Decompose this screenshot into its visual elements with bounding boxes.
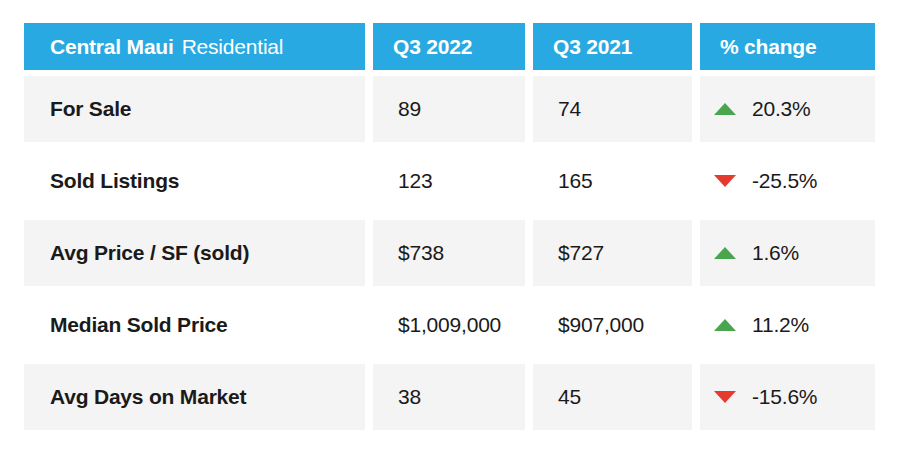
change-cell: -25.5% (700, 148, 875, 214)
value-q3-2021: 165 (533, 148, 692, 214)
trend-down-icon (714, 391, 736, 403)
change-value: 11.2% (752, 313, 809, 337)
value-q3-2022: 38 (373, 364, 525, 430)
table-title-cell: Central Maui Residential (24, 23, 365, 70)
change-value: 20.3% (752, 97, 811, 121)
row-label: For Sale (24, 76, 365, 142)
trend-up-icon (714, 247, 736, 259)
trend-up-icon (714, 103, 736, 115)
value-q3-2022: 123 (373, 148, 525, 214)
change-cell: 20.3% (700, 76, 875, 142)
value-q3-2022: 89 (373, 76, 525, 142)
trend-down-icon (714, 175, 736, 187)
change-value: -15.6% (752, 385, 817, 409)
change-cell: 1.6% (700, 220, 875, 286)
value-q3-2022: $738 (373, 220, 525, 286)
value-q3-2021: 74 (533, 76, 692, 142)
column-header-q3-2022: Q3 2022 (373, 23, 525, 70)
row-label: Avg Price / SF (sold) (24, 220, 365, 286)
region-name: Central Maui (50, 35, 174, 59)
change-value: 1.6% (752, 241, 799, 265)
value-q3-2022: $1,009,000 (373, 292, 525, 358)
row-label: Avg Days on Market (24, 364, 365, 430)
comparison-table: Central Maui Residential Q3 2022 Q3 2021… (24, 23, 875, 430)
change-cell: 11.2% (700, 292, 875, 358)
change-cell: -15.6% (700, 364, 875, 430)
row-label: Median Sold Price (24, 292, 365, 358)
column-header-change: % change (700, 23, 875, 70)
column-header-q3-2021: Q3 2021 (533, 23, 692, 70)
trend-up-icon (714, 319, 736, 331)
value-q3-2021: $727 (533, 220, 692, 286)
value-q3-2021: 45 (533, 364, 692, 430)
value-q3-2021: $907,000 (533, 292, 692, 358)
change-value: -25.5% (752, 169, 817, 193)
segment-name: Residential (182, 35, 284, 59)
row-label: Sold Listings (24, 148, 365, 214)
